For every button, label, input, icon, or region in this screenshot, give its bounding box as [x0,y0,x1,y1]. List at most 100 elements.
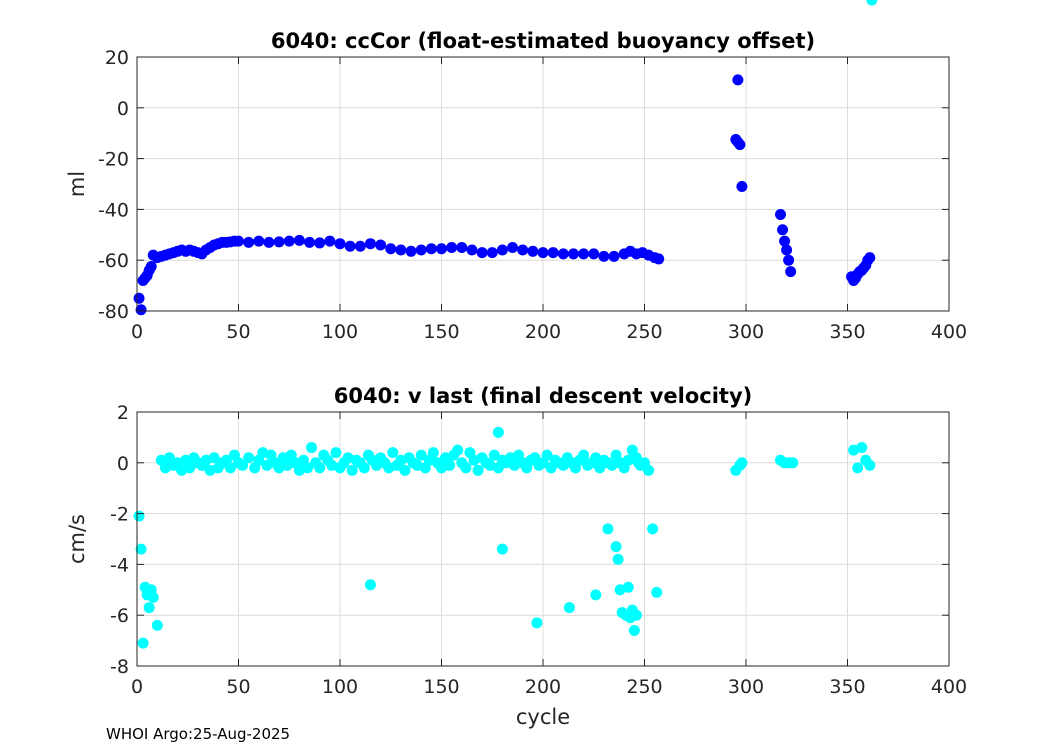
bottom-plot: 0 50 100 150 200 250 300 350 400-8-6-4-2026040: … [65,0,967,729]
data-point [783,254,795,266]
data-point [734,139,746,151]
data-point [306,442,318,454]
x-tick-label: 250 [626,676,662,698]
data-point [622,581,634,593]
data-point [243,452,255,464]
data-point [395,244,407,256]
y-tick-label: -2 [110,504,129,526]
data-point [732,74,744,86]
data-point [472,464,484,476]
data-point [147,591,159,603]
data-point [145,261,157,273]
data-point [492,426,504,438]
x-tick-label: 50 [226,676,250,698]
data-point [460,462,472,474]
data-point [517,244,529,256]
chart-title: 6040: ccCor (float-estimated buoyancy of… [271,29,815,53]
data-point [263,236,275,248]
data-point [787,457,799,469]
data-point [527,245,539,257]
y-tick-label: -80 [98,301,129,323]
x-tick-label: 200 [525,676,561,698]
data-point [151,619,163,631]
data-point [385,243,397,255]
data-point [436,243,447,255]
x-tick-label: 400 [931,321,967,343]
data-point [344,240,356,252]
data-point [446,242,458,253]
data-point [208,452,220,464]
data-point [531,617,543,629]
data-point [330,447,342,459]
data-point [610,541,622,553]
data-point [354,240,366,252]
data-point [304,236,316,248]
data-point [775,208,787,220]
data-point [243,236,255,248]
x-tick-label: 350 [829,676,865,698]
y-tick-label: 0 [117,453,129,475]
data-point [864,459,876,471]
data-point [314,462,326,474]
y-axis-label: cm/s [65,514,89,564]
data-point [334,238,346,250]
y-tick-label: -60 [98,250,129,272]
data-point [864,252,876,264]
data-point [137,637,149,649]
data-point [314,237,326,249]
data-point [302,462,314,474]
data-point [133,510,145,522]
data-point [608,250,620,262]
data-point [598,250,610,262]
y-tick-label: -4 [110,554,129,576]
data-point [653,253,665,265]
data-point [224,462,236,474]
data-point [387,447,399,459]
y-tick-label: 2 [117,402,129,424]
data-point [785,266,797,278]
data-point [567,248,579,260]
data-point [143,602,155,614]
data-point [781,244,793,256]
x-tick-label: 100 [322,676,358,698]
data-point [364,579,376,591]
data-point [364,238,376,250]
data-point [736,457,748,469]
data-point [427,447,439,459]
data-point [358,462,370,474]
y-axis-label: ml [65,171,89,197]
data-point [563,602,575,614]
data-point [135,304,147,316]
data-point [578,248,590,260]
data-point [415,449,427,461]
x-tick-label: 0 [131,321,143,343]
data-point [237,459,249,471]
x-tick-label: 150 [423,321,459,343]
data-point [496,543,508,555]
data-point [537,247,549,259]
data-point [647,523,659,535]
x-axis-label: cycle [516,705,570,729]
data-point [456,242,468,253]
x-tick-label: 0 [131,676,143,698]
footer-credit: WHOI Argo:25-Aug-2025 [106,725,291,743]
data-point [612,553,624,565]
data-point [135,543,147,555]
data-point [852,462,864,474]
data-point [557,248,569,260]
data-point [405,245,417,257]
data-point [425,243,437,255]
top-plot: 0 50 100 150 200 250 300 350 400 -80 -60 -40 -20 0 20 6… [65,29,967,343]
data-point [588,248,600,260]
data-point [233,235,244,247]
x-tick-label: 200 [525,321,561,343]
x-tick-label: 300 [728,321,764,343]
data-point [486,247,498,259]
data-point [628,624,640,636]
data-point [651,586,663,598]
data-point [590,589,602,601]
data-point [643,464,655,476]
data-point [488,449,500,461]
data-point [375,239,387,251]
